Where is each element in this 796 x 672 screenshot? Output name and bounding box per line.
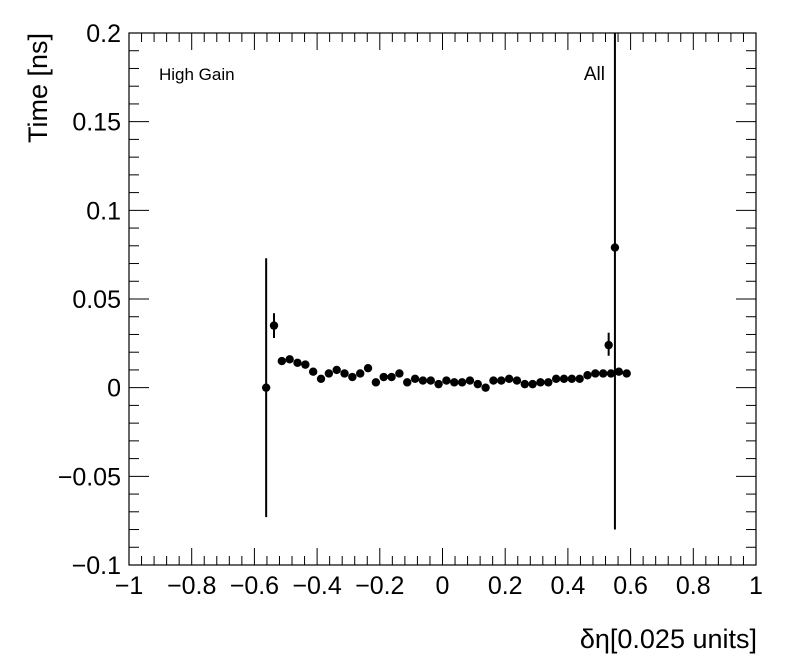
- data-point: [363, 363, 373, 373]
- data-point: [481, 383, 490, 392]
- x-tick-label: −0.2: [355, 572, 404, 600]
- data-point: [356, 369, 365, 378]
- x-tick-label: 0.8: [676, 572, 711, 600]
- data-point: [544, 378, 553, 387]
- selection-annotation: All: [584, 64, 605, 85]
- data-point: [434, 379, 443, 389]
- data-point: [301, 360, 310, 369]
- data-point: [606, 369, 616, 378]
- data-point: [293, 358, 302, 368]
- data-point: [591, 369, 600, 378]
- data-point: [450, 378, 459, 387]
- data-point: [348, 372, 357, 382]
- data-point: [379, 372, 388, 382]
- data-point: [332, 365, 341, 375]
- data-point: [277, 356, 287, 366]
- plot-frame: [128, 32, 757, 566]
- x-tick-label: 0: [436, 572, 450, 600]
- data-point: [371, 378, 381, 387]
- data-point: [604, 340, 613, 350]
- data-point: [410, 374, 420, 383]
- x-tick-label: −0.8: [167, 572, 216, 600]
- data-point: [426, 376, 435, 385]
- data-point: [316, 374, 326, 383]
- plot-border: [128, 32, 757, 566]
- data-point: [418, 376, 428, 385]
- data-point: [269, 321, 279, 330]
- y-tick-label: 0: [107, 375, 121, 403]
- y-tick-label: −0.05: [58, 463, 121, 491]
- data-point: [340, 369, 349, 378]
- x-tick-label: 0.4: [551, 572, 586, 600]
- y-axis-label: Time [ns]: [23, 33, 53, 143]
- x-tick-label: 0.6: [613, 572, 648, 600]
- x-tick-label: −1: [115, 572, 144, 600]
- data-point: [575, 374, 584, 383]
- data-point: [567, 374, 577, 383]
- y-axis-ticks: −0.1 −0.05 0 0.05 0.1 0.15 0.2: [58, 20, 756, 580]
- data-point: [520, 379, 529, 389]
- data-point: [614, 367, 624, 376]
- data-point: [528, 379, 537, 389]
- data-point: [473, 379, 482, 389]
- data-point: [457, 378, 467, 387]
- y-tick-label: 0.2: [86, 20, 121, 48]
- data-point: [583, 371, 592, 380]
- y-tick-label: −0.1: [72, 552, 121, 580]
- data-point: [598, 369, 608, 378]
- data-point: [324, 369, 334, 378]
- data-point: [465, 376, 475, 385]
- data-point: [610, 243, 620, 252]
- gain-annotation: High Gain: [159, 65, 235, 84]
- x-axis-ticks: −1 −0.8 −0.6 −0.4 −0.2 0 0.2 0.4 0.6 0.8 1: [115, 33, 763, 600]
- data-series: [261, 33, 631, 530]
- data-point: [559, 374, 569, 383]
- x-tick-label: −0.4: [292, 572, 341, 600]
- x-tick-label: 0.2: [488, 572, 523, 600]
- data-point: [308, 367, 318, 376]
- data-point: [551, 374, 561, 383]
- data-point: [497, 376, 506, 385]
- data-point: [285, 355, 294, 364]
- data-point: [536, 378, 545, 387]
- data-point: [512, 376, 522, 385]
- x-tick-label: −0.6: [230, 572, 279, 600]
- data-point: [489, 376, 498, 385]
- y-tick-label: 0.05: [72, 286, 121, 314]
- data-point: [504, 374, 514, 383]
- y-tick-label: 0.1: [86, 197, 121, 225]
- data-point: [403, 378, 412, 387]
- x-axis-label: δη[0.025 units]: [580, 624, 757, 654]
- data-point: [261, 383, 271, 392]
- data-point: [622, 369, 631, 378]
- data-point: [442, 376, 451, 385]
- data-point: [387, 372, 396, 382]
- x-tick-label: 1: [749, 572, 763, 600]
- data-point: [395, 369, 404, 378]
- y-tick-label: 0.15: [72, 109, 121, 137]
